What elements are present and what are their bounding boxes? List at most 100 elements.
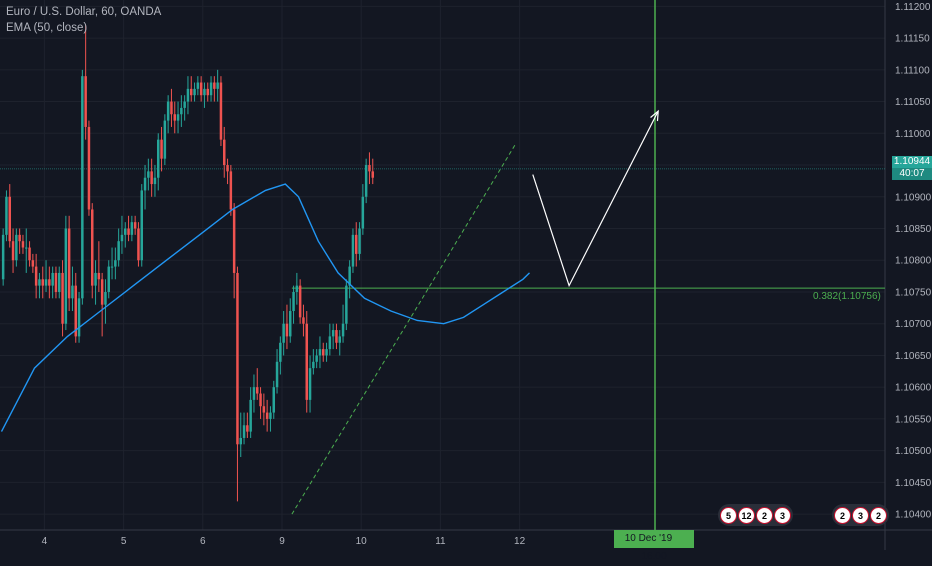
candle-body xyxy=(232,209,236,273)
candle-body xyxy=(322,349,325,356)
candle-body xyxy=(331,330,335,337)
event-count: 2 xyxy=(870,506,887,524)
candle-body xyxy=(292,291,295,312)
candle-body xyxy=(229,171,233,210)
symbol-title: Euro / U.S. Dollar, 60, OANDA xyxy=(6,6,162,18)
candle-body xyxy=(51,272,54,286)
candle-body xyxy=(269,412,272,419)
event-count: 2 xyxy=(834,506,851,524)
ema-line xyxy=(0,183,530,432)
candle-body xyxy=(371,171,374,178)
candle-body xyxy=(190,88,193,96)
indicator-label: EMA (50, close) xyxy=(6,22,88,34)
candle-body xyxy=(28,247,31,261)
candle-body xyxy=(114,260,117,267)
candle-body xyxy=(97,272,101,280)
candle-body xyxy=(348,266,351,286)
candle-body xyxy=(199,82,203,96)
candle-body xyxy=(124,228,127,235)
candle-body xyxy=(67,228,71,299)
candle-body xyxy=(203,88,206,96)
candle-body xyxy=(18,234,21,242)
candle-body xyxy=(236,272,239,445)
time-tick-label: 12 xyxy=(514,536,526,547)
candle-body xyxy=(325,349,328,356)
time-tick-label: 9 xyxy=(279,536,285,547)
candle-body xyxy=(338,336,341,343)
candle-body xyxy=(308,368,312,400)
candle-body xyxy=(94,272,97,286)
candle-body xyxy=(133,222,137,229)
candle-body xyxy=(1,234,5,280)
price-tick-label: 1.10700 xyxy=(895,319,932,330)
candle-body xyxy=(183,101,186,108)
candle-body xyxy=(61,272,64,324)
candle-body xyxy=(213,82,216,89)
candle-body xyxy=(176,114,180,121)
candle-body xyxy=(364,165,368,197)
candle-body xyxy=(107,266,110,292)
candle-body xyxy=(246,425,249,432)
candle-body xyxy=(206,88,209,96)
candle-body xyxy=(262,406,266,413)
candle-body xyxy=(318,349,322,356)
candle-body xyxy=(358,228,361,254)
candle-body xyxy=(127,228,130,235)
price-tick-label: 1.10400 xyxy=(895,510,932,521)
candle-body xyxy=(163,120,167,159)
candle-body xyxy=(226,165,229,172)
time-tick-label: 4 xyxy=(42,536,48,547)
candle-body xyxy=(295,285,299,292)
fib-level-label: 0.382(1.10756) xyxy=(813,291,881,302)
price-tick-label: 1.10750 xyxy=(895,287,932,298)
candle-body xyxy=(298,285,302,318)
candle-body xyxy=(150,171,153,185)
crosshair-time: 16:00 xyxy=(641,551,667,562)
candle-body xyxy=(239,437,242,445)
candle-body xyxy=(11,241,15,261)
price-tick-label: 1.10450 xyxy=(895,478,932,489)
crosshair-date: 10 Dec '19 xyxy=(624,533,673,544)
time-tick-label: 6 xyxy=(200,536,206,547)
last-price-value: 1.10944 xyxy=(893,156,931,167)
candle-body xyxy=(355,234,358,254)
candle-body xyxy=(193,88,196,96)
candle-body xyxy=(147,171,150,178)
candle-body xyxy=(282,323,285,343)
time-tick-label: 11 xyxy=(435,536,446,547)
candle-body xyxy=(58,272,61,292)
candle-body xyxy=(34,266,38,286)
bar-countdown: 40:07 xyxy=(892,168,932,180)
candle-body xyxy=(170,101,173,115)
candle-body xyxy=(252,387,256,400)
projection-path xyxy=(532,110,659,288)
candle-body xyxy=(110,266,114,268)
candle-body xyxy=(223,139,226,166)
candle-body xyxy=(256,387,259,394)
candle-body xyxy=(64,228,68,324)
crosshair-time-label: 10 Dec '19 16:00 xyxy=(614,530,694,562)
price-tick-label: 1.10550 xyxy=(895,414,932,425)
candle-body xyxy=(157,139,160,178)
candle-body xyxy=(289,311,292,337)
candle-body xyxy=(259,393,262,407)
candle-body xyxy=(312,361,315,369)
candle-body xyxy=(140,190,143,261)
event-count: 2 xyxy=(756,506,773,524)
candle-body xyxy=(137,228,140,261)
candle-body xyxy=(87,126,91,210)
economic-events-flag-2[interactable]: 2 3 2 xyxy=(832,504,889,526)
candle-body xyxy=(48,279,51,286)
candle-body xyxy=(341,323,345,337)
candle-body xyxy=(38,279,41,286)
economic-events-flag-1[interactable]: 5 12 2 3 xyxy=(718,504,793,526)
candle-body xyxy=(368,165,371,172)
price-tick-label: 1.11000 xyxy=(895,129,931,140)
candle-body xyxy=(84,76,87,127)
price-chart[interactable]: 0.382(1.10756) 1.11200 1.11150 1.11100 1.110… xyxy=(0,0,932,550)
price-tick-label: 1.10500 xyxy=(895,446,932,457)
candle-body xyxy=(31,260,35,267)
candle-body xyxy=(305,323,308,400)
candle-body xyxy=(315,355,318,362)
candle-body xyxy=(153,177,157,185)
